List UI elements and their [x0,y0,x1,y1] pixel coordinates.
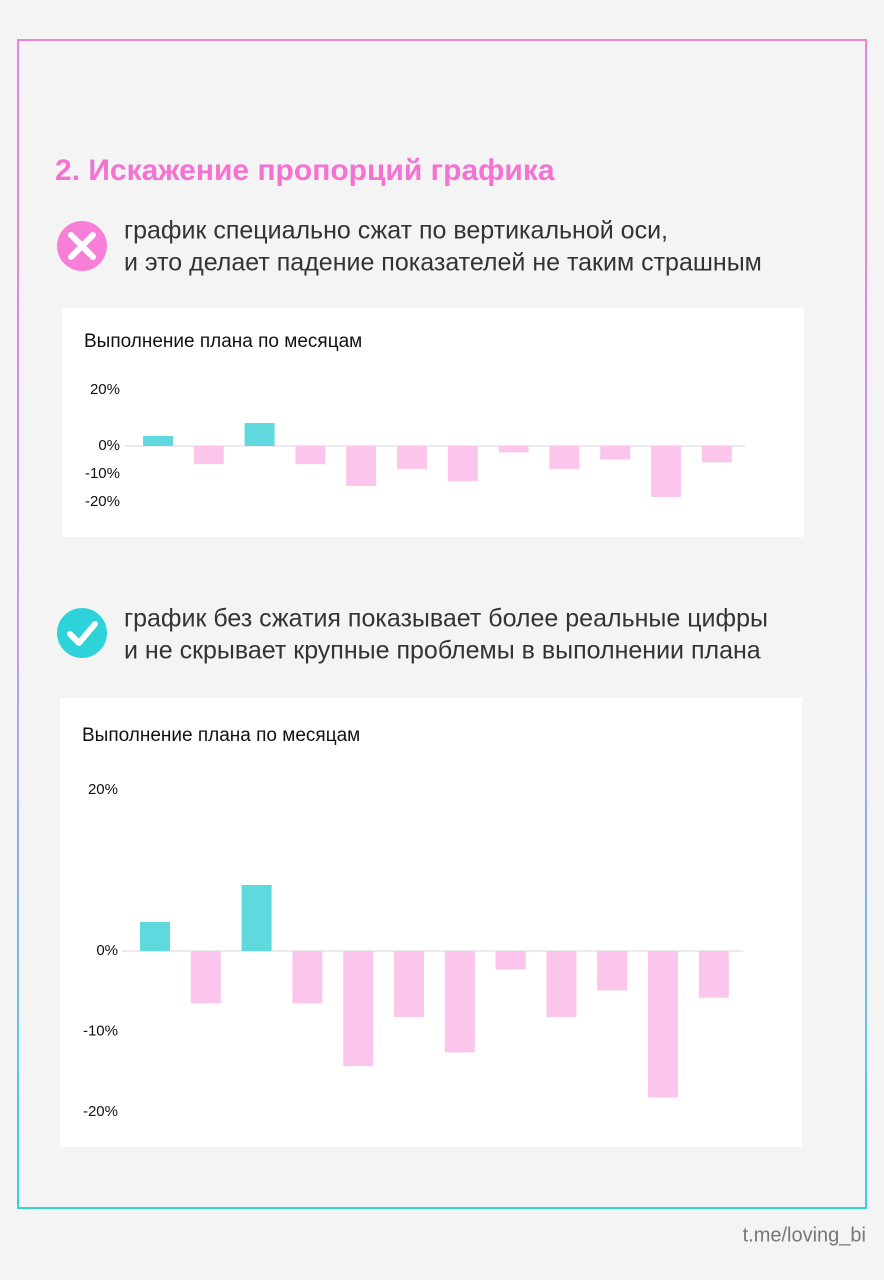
y-tick-label: -20% [83,1103,118,1120]
bar [447,446,478,482]
footer: t.me/loving_bi [743,1224,866,1246]
bar [698,951,729,998]
check-mark [67,621,98,646]
chart-title: Выполнение плана по месяцам [84,331,362,352]
bar [143,435,173,446]
bar [549,446,580,469]
bar [648,951,678,1098]
bar [244,423,275,446]
bar [295,446,326,465]
note-line: и это делает падение показателей не таки… [124,249,762,277]
y-tick-label: 20% [88,781,118,798]
bar [346,446,377,487]
bar [292,951,323,1004]
bar [190,951,221,1004]
bar [495,951,526,970]
bar [597,951,628,991]
note-line: график специально сжат по вертикальной о… [124,217,668,245]
bar [498,446,529,453]
bar [193,446,224,465]
y-tick-label: 20% [90,381,120,398]
bar [651,446,681,497]
bar [394,951,424,1018]
cross-mark [68,232,96,260]
note-line: график без сжатия показывает более реаль… [124,605,768,633]
bar [546,951,577,1018]
bar [600,446,631,460]
chart-card [60,698,802,1147]
check-icon [57,608,107,658]
bar [343,951,374,1067]
bar [241,884,272,951]
chart-title: Выполнение плана по месяцам [82,725,360,746]
bar [140,922,170,951]
note-line: и не скрывает крупные проблемы в выполне… [124,637,761,665]
y-tick-label: 0% [98,437,120,454]
bar [397,446,427,469]
title: 2. Искажение пропорций графика [55,154,555,187]
y-tick-label: 0% [96,942,118,959]
chart-card [62,308,804,537]
y-tick-label: -10% [85,465,120,482]
y-tick-label: -10% [83,1022,118,1039]
bar [444,951,475,1053]
frame [17,39,867,1209]
bar [701,446,732,463]
y-tick-label: -20% [85,493,120,510]
